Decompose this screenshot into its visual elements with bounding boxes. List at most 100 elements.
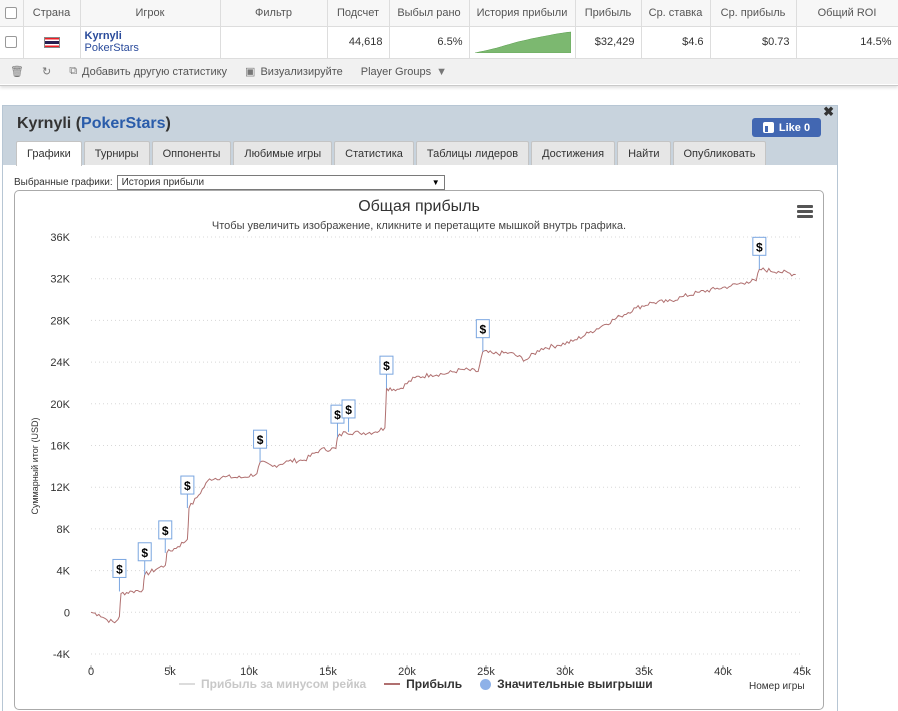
graph-select-value: История прибыли [121,177,205,188]
profit-cell: $32,429 [575,26,642,59]
profit-chart-svg[interactable]: -4K 0 4K 8K 12K 16K 20K 24K 28K 32K 36K 0 5k 10k 15k 20… [15,191,823,709]
legend-label: Прибыль [406,677,463,691]
player-name-link[interactable]: Kyrnyli [84,30,122,42]
tab-leaderboards[interactable]: Таблицы лидеров [415,141,530,165]
thumbs-up-icon [762,122,774,133]
close-icon[interactable]: ✖ [823,104,834,119]
player-panel: Kyrnyli (PokerStars) ✖ Like 0 Графики Ту… [2,104,838,711]
legend-dot-icon [480,678,492,690]
refresh-button[interactable]: ↻ [42,65,51,78]
big-win-flag [137,542,152,562]
x-tick-label: 15k [319,666,337,678]
y-tick-label: 24K [50,357,70,369]
add-column-icon: ⧉ [69,65,78,77]
x-tick-label: 25k [477,666,495,678]
graph-select[interactable]: История прибыли ▼ [116,175,445,190]
col-roi[interactable]: Общий ROI [796,0,898,27]
tab-statistics[interactable]: Статистика [334,141,414,165]
legend-item-rake-profit[interactable]: Прибыль за минусом рейка [179,677,366,691]
profit-sparkline [474,31,571,53]
like-label: Like 0 [778,121,811,134]
y-tick-label: 32K [50,274,70,286]
big-win-marker: $ [479,323,486,337]
col-avg-stake[interactable]: Ср. ставка [641,0,711,27]
player-groups-dropdown[interactable]: Player Groups ▼ [361,66,447,78]
player-site-link[interactable]: PokerStars [84,42,139,54]
facebook-like-button[interactable]: Like 0 [752,118,821,137]
panel-tabs: Графики Турниры Оппоненты Любимые игры С… [16,141,767,166]
chart-title: Общая прибыль [358,198,480,215]
big-win-marker: $ [116,562,123,576]
x-tick-label: 45k [793,666,811,678]
visualize-button[interactable]: ▣ Визуализируйте [245,65,343,79]
tab-graphs[interactable]: Графики [16,141,82,166]
y-tick-label: 12K [50,482,70,494]
big-win-marker: $ [257,433,264,447]
x-tick-label: 35k [635,666,653,678]
sparkline-area [474,31,571,53]
col-country[interactable]: Страна [23,0,81,27]
tab-opponents[interactable]: Оппоненты [151,141,232,165]
big-win-flag [752,236,767,256]
col-profit[interactable]: Прибыль [575,0,642,27]
big-win-flag [180,475,195,495]
player-cell[interactable]: Kyrnyli PokerStars [80,26,221,59]
thailand-flag-icon [43,36,60,48]
big-win-flag [112,558,127,578]
caret-down-icon: ▼ [436,65,447,78]
col-profit-history[interactable]: История прибыли [469,0,576,27]
row-checkbox[interactable] [0,26,24,59]
table-toolbar: 🗑 ↻ ⧉ Добавить другую статистику ▣ Визуали… [0,58,898,84]
legend-label: Прибыль за минусом рейка [201,677,367,691]
table-row[interactable]: Kyrnyli PokerStars 44,618 6.5% $32,429 $… [0,26,898,59]
y-tick-label: -4K [53,649,71,661]
x-tick-label: 0 [88,666,94,678]
early-out-cell: 6.5% [389,26,470,59]
legend-line-icon [384,683,401,685]
y-tick-label: 28K [50,315,70,327]
col-count[interactable]: Подсчет [327,0,390,27]
y-axis-title: Суммарный итог (USD) [30,417,40,515]
graph-selector-label: Выбранные графики: [14,177,113,188]
count-cell: 44,618 [327,26,390,59]
y-tick-label: 8K [57,524,71,536]
image-icon: ▣ [245,66,256,78]
refresh-icon: ↻ [41,66,52,78]
stats-table-container: Страна Игрок Фильтр Подсчет Выбыл рано И… [0,0,898,86]
col-filter[interactable]: Фильтр [220,0,328,27]
col-early-out[interactable]: Выбыл рано [389,0,470,27]
avg-profit-cell: $0.73 [710,26,797,59]
player-groups-label: Player Groups [360,65,432,78]
legend-item-big-wins[interactable]: Значительные выигрыши [480,677,653,691]
select-all-checkbox[interactable] [0,0,24,27]
y-tick-label: 4K [57,566,71,578]
add-stats-button[interactable]: ⧉ Добавить другую статистику [69,65,227,78]
hamburger-icon-bar [797,215,813,218]
tab-tournaments[interactable]: Турниры [83,141,150,165]
big-win-flag [158,520,173,540]
y-tick-label: 20K [50,399,70,411]
chart-menu-button[interactable] [797,205,813,218]
visualize-label: Визуализируйте [260,65,343,78]
panel-player-name: Kyrnyli [17,115,72,132]
panel-site-link[interactable]: PokerStars [81,115,166,132]
y-tick-label: 16K [50,441,70,453]
big-win-marker: $ [184,479,191,493]
legend-item-profit[interactable]: Прибыль [384,677,462,691]
tab-publish[interactable]: Опубликовать [672,141,767,165]
tab-find[interactable]: Найти [617,141,671,165]
x-tick-label: 10k [240,666,258,678]
chart-container[interactable]: Общая прибыль Чтобы увеличить изображени… [14,190,824,710]
panel-title: Kyrnyli (PokerStars) [17,115,171,132]
tab-achievements[interactable]: Достижения [531,141,616,165]
delete-button[interactable]: 🗑 [10,65,24,78]
filter-cell [220,26,328,59]
hamburger-icon-bar [797,210,813,213]
big-win-flag [379,355,394,375]
col-player[interactable]: Игрок [80,0,221,27]
big-win-marker: $ [756,240,763,254]
big-win-marker: $ [334,408,341,422]
col-avg-profit[interactable]: Ср. прибыль [710,0,797,27]
trash-icon: 🗑 [10,66,24,78]
tab-favorite-games[interactable]: Любимые игры [233,141,333,165]
